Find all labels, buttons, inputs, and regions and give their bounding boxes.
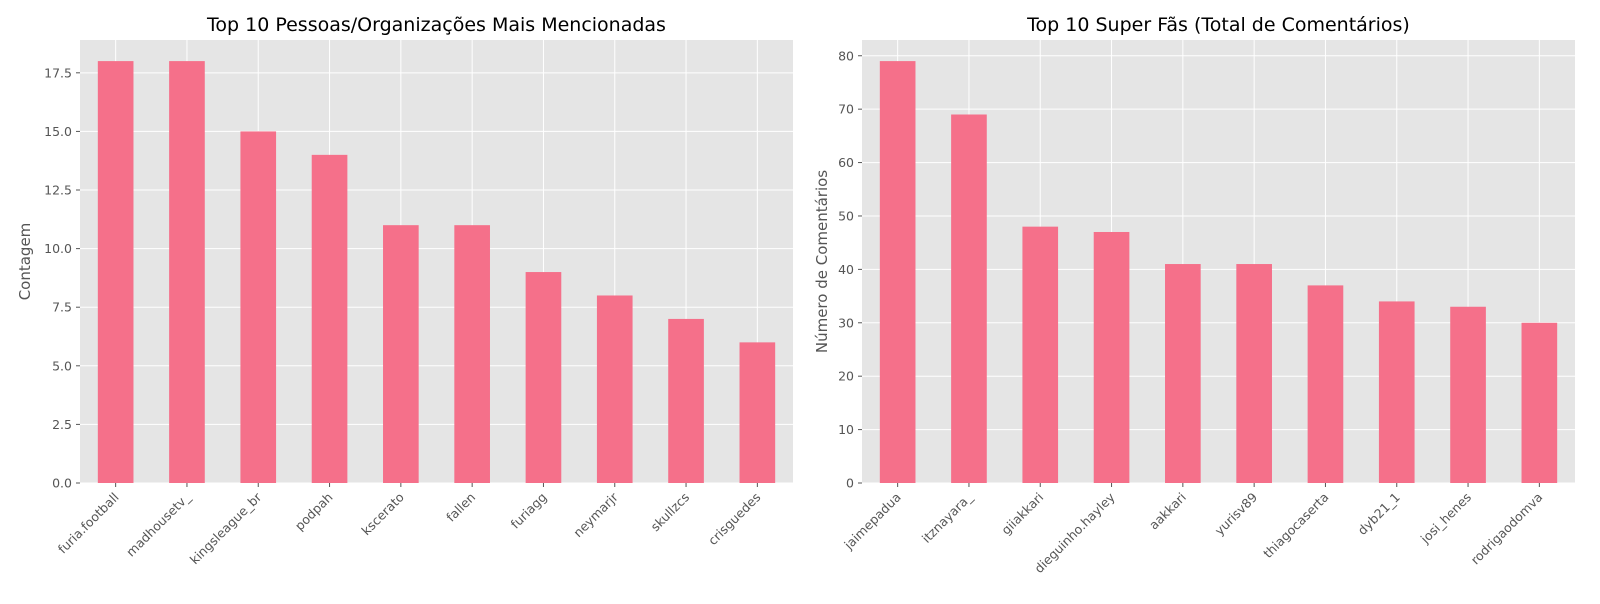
bar-itznayara_ xyxy=(951,114,987,483)
y-tick-label: 20 xyxy=(838,369,854,384)
x-tick-label: kscerato xyxy=(358,490,407,539)
y-tick-label: 50 xyxy=(838,208,854,223)
bar-furia.football xyxy=(97,61,134,483)
bar-yurisv89 xyxy=(1236,264,1272,483)
y-tick-label: 5.0 xyxy=(52,358,72,373)
chart-2: 0 10 20 30 40 50 60 70 80 jaimepadua itznayara_ gii… xyxy=(813,14,1575,576)
x-tick-label: yurisv89 xyxy=(1212,489,1261,538)
bar-josi_henes xyxy=(1450,306,1486,483)
x-tick-label: madhousetv_ xyxy=(123,489,194,560)
y-tick-label: 80 xyxy=(838,48,854,63)
bar-neymarjr xyxy=(596,295,633,483)
y-tick-label: 10 xyxy=(838,422,854,437)
x-tick-label: jaimepadua xyxy=(840,490,903,553)
x-tick-label: furia.football xyxy=(55,490,122,557)
bar-furiagg xyxy=(525,272,562,483)
x-tick-label: josi_henes xyxy=(1417,490,1474,547)
y-tick-label: 17.5 xyxy=(44,65,72,80)
y-tick-label: 70 xyxy=(838,102,854,117)
x-tick-label: podpah xyxy=(292,490,336,534)
y-tick-label: 60 xyxy=(838,155,854,170)
x-tick-label: thiagocaserta xyxy=(1260,490,1331,561)
chart-title: Top 10 Super Fãs (Total de Comentários) xyxy=(1026,14,1410,36)
bar-podpah xyxy=(311,154,348,483)
bar-fallen xyxy=(454,225,490,483)
y-tick-label: 10.0 xyxy=(44,241,72,256)
x-tick-label: furiagg xyxy=(508,490,550,532)
y-tick-label: 40 xyxy=(838,262,854,277)
bar-thiagocaserta xyxy=(1307,285,1344,483)
x-tick-label: rodrigaodomva xyxy=(1468,490,1546,568)
x-tick-label: crisguedes xyxy=(705,490,763,548)
x-tick-label: skullzcs xyxy=(647,490,692,535)
x-tick-label: aakkari xyxy=(1146,490,1189,533)
bar-crisguedes xyxy=(739,342,776,483)
bar-giiakkari xyxy=(1022,226,1059,483)
x-tick-label: kingsleague_br xyxy=(187,489,265,567)
bar-dyb21_1 xyxy=(1378,301,1415,483)
y-tick-label: 30 xyxy=(838,315,854,330)
bar-kscerato xyxy=(383,225,419,483)
y-tick-label: 2.5 xyxy=(52,417,72,432)
bar-jaimepadua xyxy=(879,61,916,483)
chart-1: 0.0 2.5 5.0 7.5 10.0 12.5 15.0 17.5 furia.footba… xyxy=(16,14,793,567)
y-tick-label: 0 xyxy=(846,476,854,491)
bar-aakkari xyxy=(1165,264,1201,483)
bar-kingsleague_br xyxy=(240,131,277,483)
x-tick-label: dyb21_1 xyxy=(1355,490,1403,538)
y-tick-label: 15.0 xyxy=(44,124,72,139)
bar-rodrigaodomva xyxy=(1521,322,1558,483)
y-axis-label: Número de Comentários xyxy=(813,170,831,353)
bar-skullzcs xyxy=(668,318,704,483)
chart-title: Top 10 Pessoas/Organizações Mais Mencion… xyxy=(206,14,666,36)
y-tick-label: 7.5 xyxy=(52,300,72,315)
y-tick-label: 12.5 xyxy=(44,183,72,198)
bar-madhousetv_ xyxy=(169,61,205,483)
x-tick-label: neymarjr xyxy=(570,489,621,540)
x-tick-label: fallen xyxy=(443,490,478,525)
bar-dieguinho.hayley xyxy=(1093,231,1130,483)
x-tick-label: itznayara_ xyxy=(919,489,976,546)
x-tick-label: giiakkari xyxy=(998,490,1046,538)
y-axis-label: Contagem xyxy=(16,223,34,301)
y-tick-label: 0.0 xyxy=(52,476,72,491)
